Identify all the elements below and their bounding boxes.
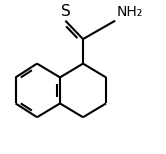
Text: S: S xyxy=(60,4,70,19)
Text: NH₂: NH₂ xyxy=(117,5,143,19)
